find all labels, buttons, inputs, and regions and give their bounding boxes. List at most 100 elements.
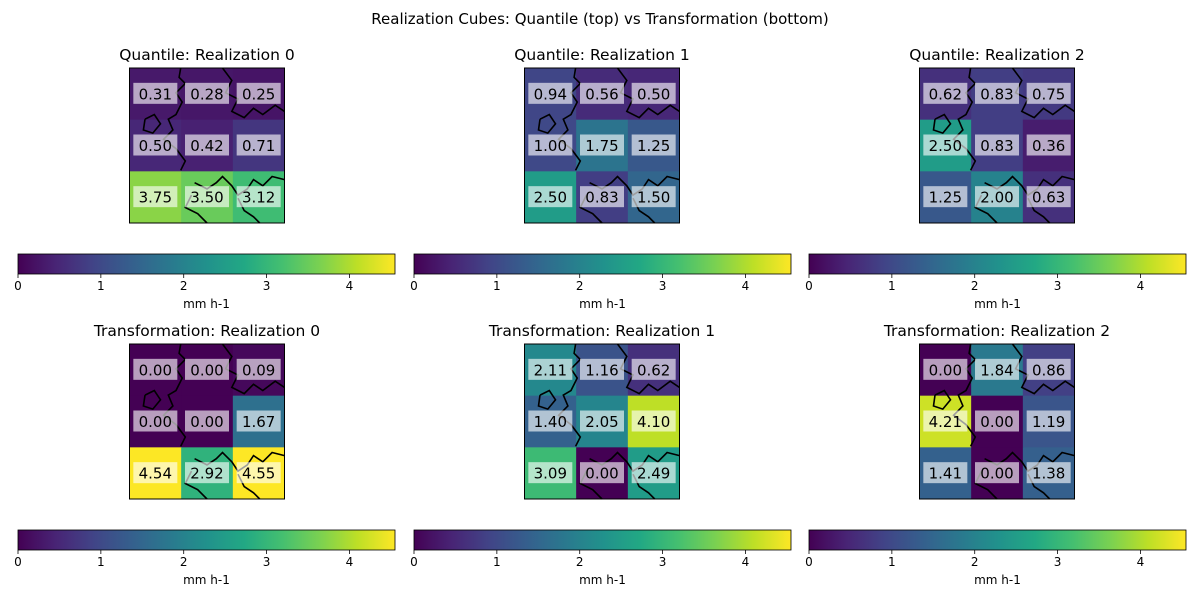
cell-label-box [923,410,968,432]
cell-value-label: 4.55 [242,465,275,483]
cell-label-box [236,82,281,104]
cell-label-box [580,358,624,380]
cell-value-label: 1.25 [929,189,962,207]
cell-value-label: 0.42 [190,137,223,155]
cell-label-box [580,410,624,432]
map-frame [524,343,680,500]
cell-label-box [185,82,229,104]
coastline [142,389,162,411]
cell-label-box [580,186,624,208]
cell-value-label: 1.00 [534,137,567,155]
cell-label-box [923,134,968,156]
colorbar-tick-label: 4 [346,279,354,293]
colorbar-tick-label: 0 [14,555,22,569]
coastline [142,113,162,135]
heatmap-panel: Quantile: Realization 0 0.31 0.28 0.25 0.50 0… [14,46,396,311]
colorbar-tick-label: 3 [263,555,271,569]
cell-label-box [185,358,229,380]
colorbar-tick-label: 2 [971,279,979,293]
colorbar-tick-label: 4 [1137,279,1145,293]
cell-label-box [236,462,281,484]
cell-value-label: 0.83 [585,189,618,207]
colorbar-tick-label: 4 [742,279,750,293]
map-frame [129,343,285,500]
cell-label-box [975,186,1019,208]
colorbar-tick-label: 1 [97,279,105,293]
coastline [952,343,977,447]
cell-value-label: 0.50 [139,137,172,155]
cell-label-box [1026,82,1071,104]
cell-label-box [1026,134,1071,156]
cell-label-box [236,134,281,156]
cell-value-label: 0.71 [242,137,275,155]
heatmap-panel: Transformation: Realization 1 2.11 1.16 0.6… [410,322,792,587]
cell-value-label: 0.00 [929,361,962,379]
colorbar-tick-label: 3 [1054,279,1062,293]
cell-label-box [1026,462,1071,484]
panel-title: Quantile: Realization 1 [514,46,690,64]
cell-label-box [923,186,968,208]
cell-value-label: 0.28 [190,85,223,103]
colorbar [808,529,1187,551]
cell-value-label: 4.10 [637,413,670,431]
colorbar-tick-label: 4 [742,555,750,569]
coastline [557,67,582,171]
cell-value-label: 0.25 [242,85,275,103]
coastline [537,113,557,135]
colorbar-label: mm h-1 [183,297,230,311]
cell-value-label: 0.62 [929,85,962,103]
cell-label-box [580,82,624,104]
heatmap-panel: Transformation: Realization 0 0.00 0.00 0.0… [14,322,396,587]
cell-value-label: 0.36 [1032,137,1065,155]
cell-label-box [185,462,229,484]
colorbar-label: mm h-1 [579,297,626,311]
cell-value-label: 0.86 [1032,361,1065,379]
coastline [162,343,187,447]
cell-value-label: 2.49 [637,465,670,483]
cell-label-box [1026,358,1071,380]
coastline [932,389,952,411]
cell-value-label: 2.92 [190,465,223,483]
colorbar [17,253,396,275]
cell-value-label: 3.12 [242,189,275,207]
colorbar-tick-label: 0 [14,279,22,293]
heatmap-panel: Quantile: Realization 2 0.62 0.83 0.75 2.50 0… [805,46,1187,311]
colorbar [17,529,396,551]
figure-title: Realization Cubes: Quantile (top) vs Tra… [371,10,828,28]
coastline [537,389,557,411]
colorbar-tick-label: 2 [576,279,584,293]
colorbar-label: mm h-1 [974,297,1021,311]
cell-label-box [580,462,624,484]
colorbar-tick-label: 0 [410,279,418,293]
cell-value-label: 1.40 [534,413,567,431]
cell-label-box [133,82,178,104]
map-frame [129,67,285,224]
cell-value-label: 1.67 [242,413,275,431]
colorbar-tick-label: 0 [410,555,418,569]
coastline [932,113,952,135]
cell-label-box [133,186,178,208]
colorbar-label: mm h-1 [974,573,1021,587]
cell-label-box [236,410,281,432]
cell-value-label: 0.00 [190,413,223,431]
cell-label-box [528,410,573,432]
colorbar-tick-label: 1 [888,279,896,293]
cell-label-box [185,186,229,208]
cell-label-box [133,358,178,380]
cell-label-box [923,462,968,484]
cell-value-label: 2.00 [980,189,1013,207]
cell-label-box [631,134,676,156]
cell-label-box [975,462,1019,484]
cell-label-box [185,134,229,156]
cell-value-label: 1.41 [929,465,962,483]
colorbar [808,253,1187,275]
cell-value-label: 0.94 [534,85,567,103]
cell-value-label: 0.00 [980,465,1013,483]
cell-label-box [580,134,624,156]
cell-value-label: 1.38 [1032,465,1065,483]
cell-value-label: 0.83 [980,85,1013,103]
panel-title: Quantile: Realization 2 [909,46,1085,64]
cell-value-label: 0.62 [637,361,670,379]
